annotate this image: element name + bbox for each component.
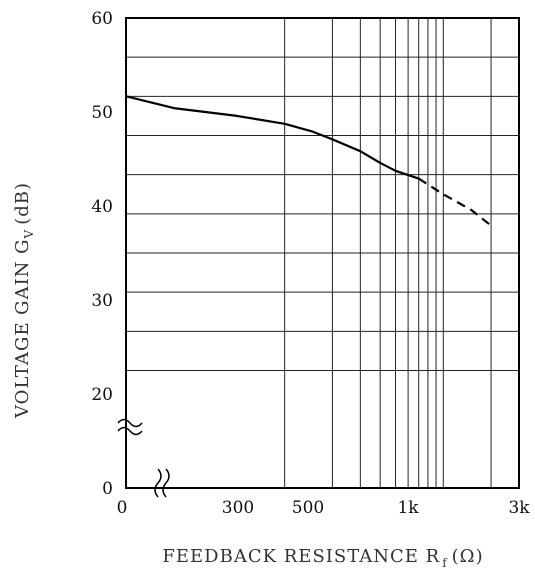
x-tick-label: 3k xyxy=(508,498,530,518)
x-tick-label: 0 xyxy=(117,498,128,518)
y-axis-title: VOLTAGE GAIN GV(dB) xyxy=(12,182,36,419)
tick-labels: 0 20 30 40 50 60 0 300 500 1k 3k xyxy=(91,9,530,518)
x-tick-label: 500 xyxy=(292,498,324,518)
axis-breaks xyxy=(117,418,170,498)
y-break-mark-upper xyxy=(117,418,143,428)
y-tick-label: 20 xyxy=(91,385,113,405)
y-tick-label: 0 xyxy=(102,479,113,499)
plot-frame xyxy=(125,17,520,489)
x-tick-label: 300 xyxy=(222,498,254,518)
x-tick-label: 1k xyxy=(397,498,419,518)
y-tick-label: 50 xyxy=(91,103,113,123)
y-tick-label: 40 xyxy=(91,197,113,217)
x-break-mark-left xyxy=(154,468,162,498)
x-break-mark-right xyxy=(162,468,170,498)
curve-dashed xyxy=(418,177,492,227)
y-tick-label: 30 xyxy=(91,291,113,311)
grid xyxy=(126,18,519,488)
curve-solid xyxy=(125,95,420,180)
y-tick-label: 60 xyxy=(91,9,113,29)
y-break-mark-lower xyxy=(117,426,143,436)
curves xyxy=(125,95,492,227)
